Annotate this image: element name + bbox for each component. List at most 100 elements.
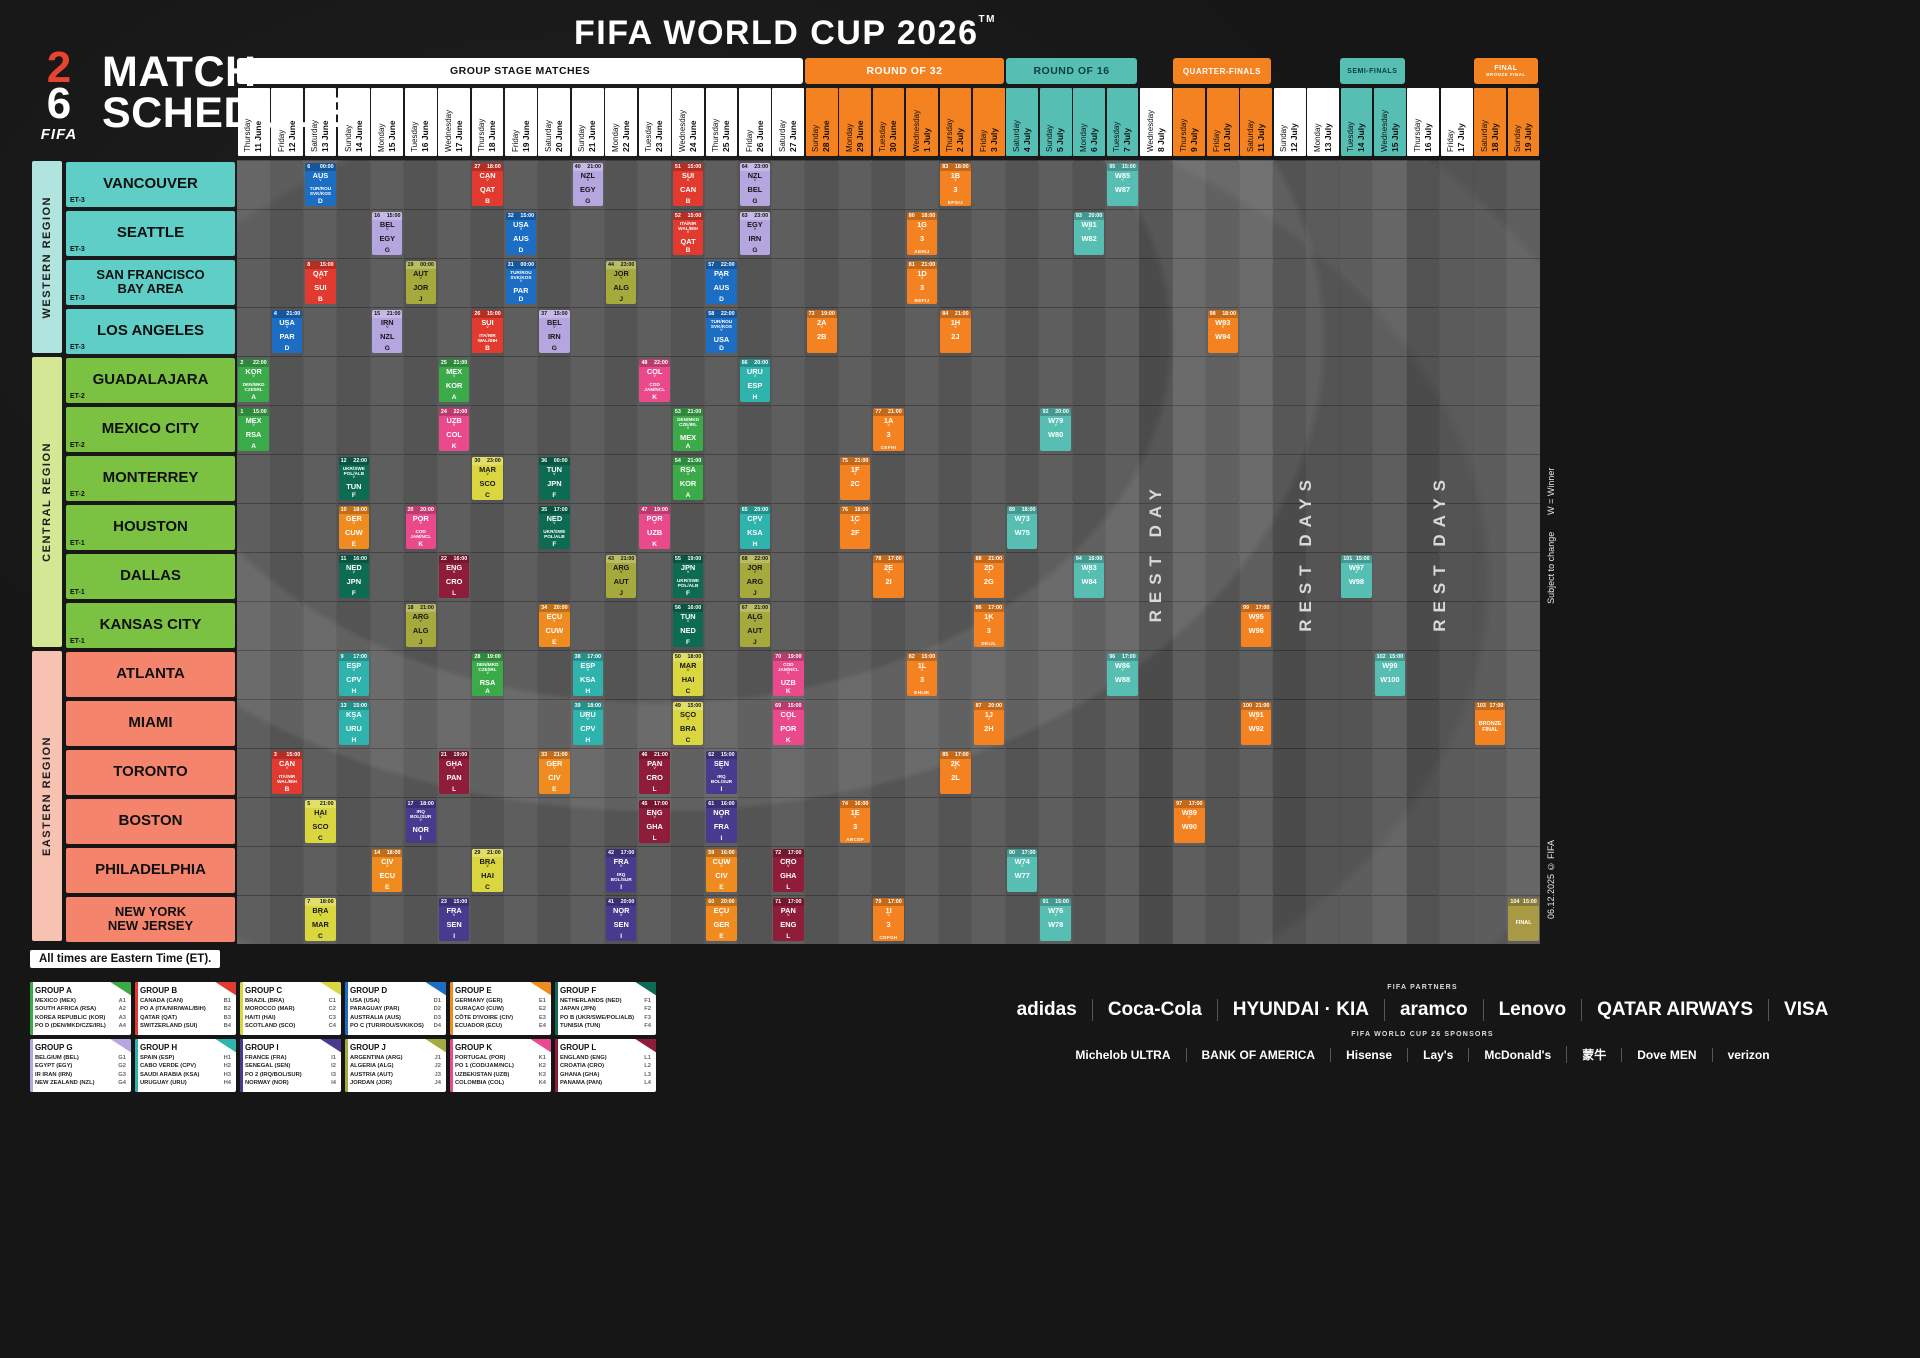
- team-b: CRO: [646, 772, 663, 782]
- match-time: 15:00: [486, 310, 501, 317]
- w-equals-winner-text: W = Winner: [1546, 468, 1556, 516]
- team-b: W100: [1380, 674, 1400, 684]
- versus: v: [252, 374, 255, 380]
- group-letter: I: [720, 786, 723, 793]
- team-b: KSA: [747, 527, 763, 537]
- versus: v: [386, 227, 389, 233]
- match-time: 17:00: [988, 604, 1003, 611]
- match-number: 60: [708, 898, 715, 905]
- team-a: W89: [1181, 808, 1197, 817]
- match-number: 47: [641, 506, 648, 513]
- date-header-monday-29-june: Monday 29 June: [839, 88, 872, 156]
- team-a: 2A: [817, 318, 827, 327]
- date-header-thursday-18-june: Thursday 18 June: [471, 88, 504, 156]
- versus: v: [987, 717, 991, 723]
- date-header-tuesday-23-june: Tuesday 23 June: [638, 88, 671, 156]
- team-a: ITA/NIR WAL/BIH: [678, 221, 698, 232]
- sponsor-verizon: verizon: [1711, 1047, 1785, 1062]
- timezone-offset: ET-1: [70, 589, 85, 597]
- sponsor-lenovo: Lenovo: [1482, 999, 1582, 1021]
- match-cell-71: 71 17:00 PAN v ENG L: [773, 897, 804, 941]
- subject-to-change-note: Subject to change W = Winner: [1546, 468, 1556, 618]
- team-a: ECU: [713, 906, 730, 915]
- match-number: 31: [507, 261, 514, 268]
- region-strip-eastern-region: EASTERN REGION: [32, 651, 62, 941]
- group-letter: L: [786, 933, 791, 940]
- match-cell-92: 92 20:00 W79 v W80: [1040, 407, 1071, 451]
- match-time: 18:00: [420, 800, 434, 807]
- match-cell-29: 29 21:00 BRA v HAI C: [472, 848, 503, 892]
- legend-team-row: PO C (TUR/ROU/SVK/KOS) D4: [350, 1023, 441, 1030]
- team-a: TUR/ROU SVK/KOS: [710, 319, 733, 330]
- grid-column: [1406, 160, 1440, 944]
- team-b: 3: [853, 821, 858, 831]
- team-a: MEX: [446, 367, 463, 376]
- date-header-thursday-11-june: Thursday 11 June: [237, 88, 270, 156]
- match-number: 34: [541, 604, 548, 611]
- match-number: 94: [1075, 555, 1082, 562]
- grid-column: [1440, 160, 1473, 944]
- match-cell-95: 95 15:00 W85 v W87: [1107, 162, 1138, 206]
- grid-column: [571, 160, 604, 944]
- team-b: W90: [1181, 821, 1197, 831]
- match-cell-66: 66 20:00 URU v ESP H: [739, 358, 771, 402]
- match-time: 15:00: [720, 751, 735, 758]
- versus: v: [386, 864, 389, 870]
- match-number: 84: [942, 310, 949, 317]
- legend-team-row: JAPAN (JPN) F2: [560, 1006, 651, 1013]
- versus: v: [1054, 423, 1057, 429]
- grid-column: [470, 160, 504, 944]
- match-number: 22: [440, 555, 447, 562]
- versus: v: [653, 815, 656, 821]
- team-b: SEN: [446, 919, 462, 929]
- team-a: 1L: [917, 661, 927, 670]
- legend-team-row: AUSTRALIA (AUS) D3: [350, 1014, 441, 1021]
- versus: v: [987, 570, 991, 576]
- match-time: 15:00: [1355, 555, 1370, 562]
- fifa-partners-label: FIFA PARTNERS: [1387, 984, 1458, 991]
- versus: v: [386, 325, 389, 331]
- team-b: JPN: [346, 576, 362, 586]
- versus: v: [452, 913, 456, 919]
- legend-team-row: BELGIUM (BEL) G1: [35, 1055, 126, 1061]
- group-letter: EFGIJ: [947, 200, 964, 205]
- match-cell-8: 8 15:00 QAT v SUI B: [305, 260, 336, 304]
- match-time: 18:00: [1021, 506, 1036, 513]
- team-a: UZB: [446, 416, 462, 425]
- city-name: MEXICO CITY: [101, 420, 200, 438]
- match-time: 20:00: [420, 506, 434, 513]
- match-cell-98: 98 18:00 W93 v W94: [1207, 309, 1238, 353]
- date-header-friday-10-july: Friday 10 July: [1206, 88, 1239, 156]
- team-a: W91: [1248, 710, 1264, 719]
- match-cell-44: 44 23:00 JOR v ALG J: [606, 260, 637, 304]
- versus: v: [753, 570, 757, 576]
- match-number: 38: [574, 653, 581, 660]
- team-b: 3: [986, 625, 991, 635]
- team-a: GHA: [445, 759, 463, 768]
- legend-group-g: GROUP G BELGIUM (BEL) G1 EGYPT (EGY) G2 IR IR…: [30, 1039, 131, 1092]
- match-number: 89: [1009, 506, 1016, 513]
- versus: v: [686, 426, 690, 432]
- match-time: 15:00: [453, 898, 468, 905]
- match-cell-19: 19 00:00 AUT v JOR J: [405, 260, 436, 304]
- match-number: 57: [708, 261, 715, 268]
- match-number: 51: [674, 163, 681, 170]
- timezone-offset: ET-3: [70, 246, 85, 254]
- match-time: 21:00: [319, 800, 334, 807]
- date-header-sunday-28-june: Sunday 28 June: [805, 88, 838, 156]
- grid-column: [1506, 160, 1540, 944]
- match-cell-18: 18 21:00 ARG v ALG J: [405, 603, 436, 647]
- team-a: SCO: [680, 710, 697, 719]
- match-number: 24: [440, 408, 447, 415]
- date-header-saturday-4-july: Saturday 4 July: [1006, 88, 1039, 156]
- legend-team-row: PORTUGAL (POR) K1: [455, 1055, 546, 1061]
- team-b: W77: [1014, 870, 1030, 880]
- team-a: ESP: [580, 661, 596, 670]
- match-schedule-line1: MATCH: [102, 48, 257, 96]
- versus: v: [720, 815, 723, 821]
- legend-group-l: GROUP L ENGLAND (ENG) L1 CROATIA (CRO) L2 GHA…: [555, 1039, 656, 1092]
- group-letter: K: [652, 541, 658, 548]
- match-cell-5: 5 21:00 HAI v SCO C: [305, 799, 336, 843]
- legend-team-row: PO B (UKR/SWE/POL/ALB) F3: [560, 1014, 651, 1021]
- legend-team-row: TUNISIA (TUN) F4: [560, 1023, 651, 1030]
